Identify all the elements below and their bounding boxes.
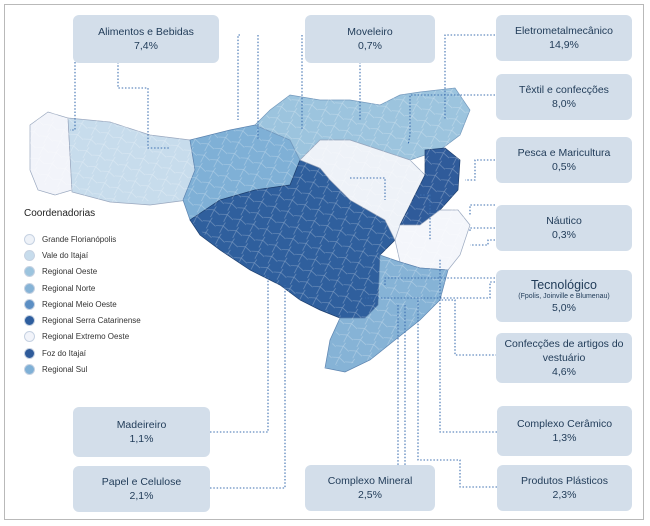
legend-swatch	[24, 249, 35, 261]
sector-name: Pesca e Maricultura	[517, 147, 611, 159]
sector-name: Alimentos e Bebidas	[98, 26, 194, 38]
legend-item: Regional Oeste	[24, 264, 141, 280]
sector-value: 7,4%	[134, 40, 158, 52]
sector-papel-box: Papel e Celulose 2,1%	[73, 466, 210, 512]
legend-swatch	[24, 233, 35, 245]
sector-mineral-box: Complexo Mineral 2,5%	[305, 465, 435, 511]
sector-value: 4,6%	[552, 366, 576, 378]
legend-title: Coordenadorias	[24, 208, 96, 219]
sector-alimentos-box: Alimentos e Bebidas 7,4%	[73, 15, 219, 63]
sector-value: 14,9%	[549, 39, 579, 51]
sector-pesca-box: Pesca e Maricultura 0,5%	[496, 137, 632, 183]
sector-subtitle: (Fpolis, Joinville e Blumenau)	[518, 292, 610, 300]
sector-confeccoes-box: Confecções de artigos do vestuário 4,6%	[496, 333, 632, 383]
sector-value: 2,3%	[552, 489, 577, 501]
sector-name: Eletrometalmecânico	[514, 25, 614, 37]
legend-item: Vale do Itajaí	[24, 247, 141, 263]
sector-value: 8,0%	[552, 98, 576, 110]
legend-item: Foz do Itajaí	[24, 345, 141, 361]
sector-name: Complexo Cerâmico	[516, 418, 613, 430]
sector-value: 1,3%	[552, 432, 577, 444]
sector-moveleiro-box: Moveleiro 0,7%	[305, 15, 435, 63]
sector-name: Papel e Celulose	[101, 476, 182, 488]
sector-name: Madeireiro	[116, 419, 167, 431]
sector-name: Produtos Plásticos	[521, 475, 608, 487]
sector-value: 0,3%	[552, 229, 576, 241]
sector-name: Confecções de artigos do	[504, 338, 624, 350]
sector-madeireiro-box: Madeireiro 1,1%	[73, 407, 210, 457]
sector-value: 5,0%	[552, 301, 576, 314]
legend-item: Regional Meio Oeste	[24, 296, 141, 312]
sector-nautico-box: Náutico 0,3%	[496, 205, 632, 251]
legend-swatch	[24, 282, 35, 294]
sector-name-line2: vestuário	[542, 352, 586, 364]
legend-swatch	[24, 298, 35, 310]
legend-item: Regional Serra Catarinense	[24, 312, 141, 328]
sector-plasticos-box: Produtos Plásticos 2,3%	[497, 465, 632, 511]
legend-item: Regional Norte	[24, 280, 141, 296]
sector-textil-box: Têxtil e confecções 8,0%	[496, 74, 632, 120]
sector-name: Complexo Mineral	[327, 475, 413, 487]
legend-label: Regional Extremo Oeste	[42, 332, 130, 342]
legend-swatch	[24, 331, 35, 343]
sector-tecnologico-box: Tecnológico (Fpolis, Joinville e Blumena…	[496, 270, 632, 322]
sector-value: 1,1%	[129, 433, 154, 445]
sector-name: Tecnológico	[530, 277, 597, 292]
legend-swatch	[24, 364, 35, 376]
legend-label: Grande Florianópolis	[42, 234, 117, 244]
legend-label: Regional Oeste	[42, 267, 98, 277]
sector-name: Têxtil e confecções	[519, 84, 609, 96]
legend-label: Regional Norte	[42, 283, 96, 293]
sector-ceramico-box: Complexo Cerâmico 1,3%	[497, 406, 632, 456]
sector-name: Moveleiro	[347, 26, 393, 38]
sector-name: Náutico	[546, 215, 582, 227]
legend-item: Grande Florianópolis	[24, 231, 141, 247]
legend-swatch	[24, 347, 35, 359]
sector-value: 2,5%	[358, 489, 382, 501]
legend-swatch	[24, 315, 35, 327]
legend-label: Vale do Itajaí	[42, 250, 89, 260]
figure-frame	[4, 4, 644, 520]
legend-item: Regional Sul	[24, 361, 141, 377]
legend-item: Regional Extremo Oeste	[24, 329, 141, 345]
legend-swatch	[24, 266, 35, 278]
legend-label: Regional Serra Catarinense	[42, 316, 141, 326]
sector-value: 0,7%	[358, 40, 382, 52]
sector-eletro-box: Eletrometalmecânico 14,9%	[496, 15, 632, 61]
legend-label: Regional Meio Oeste	[42, 299, 117, 309]
sector-value: 2,1%	[129, 490, 154, 502]
legend-label: Regional Sul	[42, 365, 88, 375]
legend: Coordenadorias Grande Florianópolis Vale …	[24, 208, 141, 378]
legend-label: Foz do Itajaí	[42, 348, 87, 358]
sector-value: 0,5%	[552, 161, 576, 173]
